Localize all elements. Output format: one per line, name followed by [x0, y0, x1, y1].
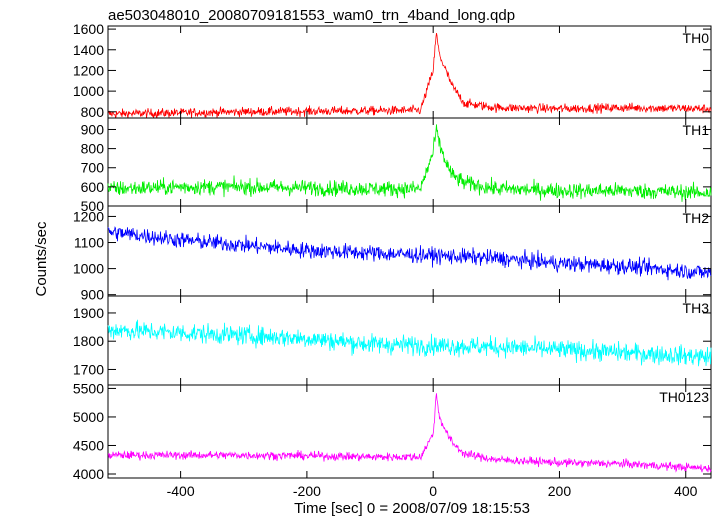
y-tick-label: 1100: [74, 235, 104, 251]
y-tick-label: 5500: [73, 380, 104, 396]
y-tick-label: 1400: [73, 42, 104, 58]
y-tick-label: 800: [81, 141, 105, 157]
panel-frame-TH0: [107, 25, 712, 119]
y-tick-label: 1200: [73, 62, 104, 78]
y-tick-label: 500: [81, 198, 105, 214]
y-tick-label: 4500: [73, 437, 104, 453]
lightcurve-th3: [107, 319, 712, 367]
y-tick-label: 1000: [73, 261, 104, 277]
panel-label-th1: TH1: [683, 122, 710, 138]
y-tick-label: 800: [81, 104, 105, 120]
x-tick-label: -400: [167, 483, 195, 499]
x-tick-label: 400: [674, 483, 698, 499]
panel-frame-TH1: [107, 117, 712, 207]
chart-title: ae503048010_20080709181553_wam0_trn_4ban…: [108, 7, 515, 24]
panel-label-th0: TH0: [683, 30, 710, 46]
panel-label-th2: TH2: [683, 210, 710, 226]
y-tick-label: 1600: [73, 21, 104, 37]
y-tick-label: 700: [81, 160, 105, 176]
y-tick-label: 1000: [73, 83, 104, 99]
y-tick-label: 900: [81, 121, 105, 137]
y-axis-label: Counts/sec: [33, 221, 50, 297]
y-tick-label: 1700: [73, 361, 104, 377]
lightcurve-th2: [107, 226, 712, 281]
y-tick-label: 600: [81, 179, 105, 195]
panel-label-th0123: TH0123: [659, 389, 709, 405]
panel-label-th3: TH3: [683, 300, 710, 316]
x-axis-label: Time [sec] 0 = 2008/07/09 18:15:53: [294, 500, 530, 516]
lightcurve-th0: [107, 32, 712, 119]
x-tick-label: 0: [429, 483, 437, 499]
y-tick-label: 900: [81, 287, 105, 303]
x-tick-label: -200: [293, 483, 321, 499]
y-tick-label: 1900: [73, 305, 104, 321]
panel-frame-TH0123: [107, 384, 712, 479]
y-tick-label: 1800: [73, 333, 104, 349]
lightcurve-th0123: [107, 393, 712, 473]
y-tick-label: 1200: [73, 208, 104, 224]
x-tick-label: 200: [548, 483, 572, 499]
lightcurve-th1: [107, 124, 712, 202]
y-tick-label: 4000: [73, 466, 104, 482]
y-tick-label: 5000: [73, 409, 104, 425]
